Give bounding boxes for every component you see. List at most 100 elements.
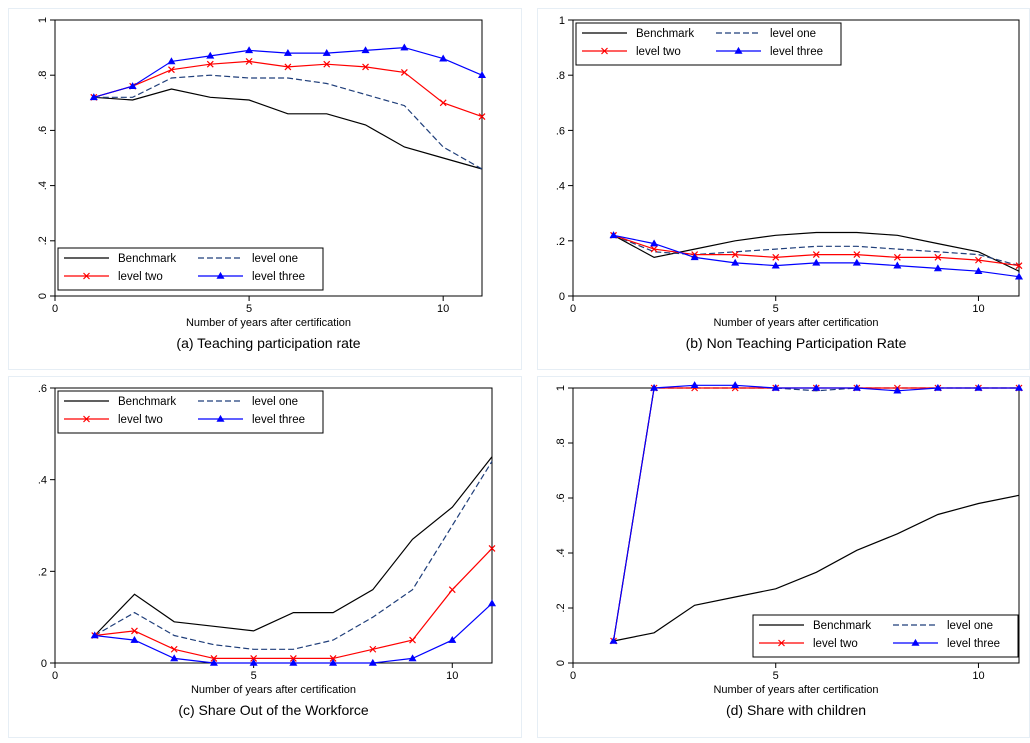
- x-tick-label: 5: [251, 670, 257, 682]
- data-point-level-two: [448, 586, 456, 594]
- x-axis-label: Number of years after certification: [713, 684, 878, 696]
- series-line-benchmark: [94, 456, 493, 636]
- x-tick-label: 10: [446, 670, 458, 682]
- chart-svg: 0 .2 .4 .6 0 5 10 Number of years after certifi…: [8, 376, 522, 738]
- data-point-level-three: [322, 49, 331, 56]
- data-point-level-three: [368, 658, 377, 666]
- x-tick-label: 0: [52, 670, 58, 682]
- y-tick-label: .4: [38, 475, 47, 487]
- x-tick-label: 10: [437, 303, 449, 315]
- data-point-level-three: [812, 258, 821, 266]
- data-point-level-two: [853, 251, 861, 259]
- x-tick-label: 0: [570, 670, 576, 682]
- x-tick-label: 5: [246, 303, 252, 315]
- panel-background: [8, 376, 522, 738]
- data-point-level-two: [83, 272, 90, 280]
- legend: Benchmark level one level two level three: [752, 614, 1019, 658]
- data-point-level-three: [609, 636, 618, 644]
- data-point-level-three: [329, 658, 338, 666]
- series-line-benchmark: [93, 88, 483, 170]
- chart-panel-a: 0.2.4.6.8 1 0 5 10 Number of years after cert…: [8, 8, 522, 370]
- data-point-level-three: [690, 381, 699, 389]
- y-tick-label: .2: [38, 566, 47, 578]
- legend-label-benchmark: Benchmark: [813, 620, 871, 632]
- legend-label-benchmark: Benchmark: [118, 253, 176, 265]
- legend-label-benchmark: Benchmark: [118, 396, 176, 408]
- legend-box: [57, 247, 324, 291]
- legend-label-level-three: level three: [252, 414, 305, 426]
- series-benchmark: [94, 456, 493, 636]
- data-point-level-three: [731, 381, 740, 389]
- legend-label-level-three: level three: [770, 46, 823, 58]
- x-tick-label: 0: [52, 303, 58, 315]
- plot-frame: [54, 19, 483, 297]
- series-benchmark: [613, 231, 1020, 272]
- data-point-level-two: [934, 253, 942, 261]
- series-line-level-one: [94, 460, 493, 650]
- data-point-level-two: [362, 63, 369, 71]
- data-point-level-three: [893, 386, 902, 394]
- y-tick-label: .8: [37, 71, 49, 80]
- data-point-level-two: [131, 627, 138, 635]
- x-axis-label: Number of years after certification: [191, 684, 356, 696]
- legend-label-level-one: level one: [252, 396, 298, 408]
- chart-title: (c) Share Out of the Workforce: [178, 702, 369, 718]
- data-point-level-two: [439, 99, 447, 107]
- series-line-benchmark: [613, 494, 1020, 642]
- legend-label-level-one: level one: [770, 28, 816, 40]
- data-point-level-three: [209, 658, 218, 666]
- x-axis-label: Number of years after certification: [713, 317, 878, 329]
- series-level-one: [94, 460, 493, 650]
- legend-box: [575, 22, 842, 66]
- data-point-level-three: [734, 46, 743, 54]
- data-point-level-three: [650, 239, 659, 247]
- data-point-level-two: [772, 253, 780, 261]
- data-point-level-two: [1015, 262, 1023, 270]
- legend-label-level-one: level one: [947, 620, 993, 632]
- y-tick-label: .2: [556, 236, 565, 248]
- legend: Benchmark level one level two level three: [57, 390, 324, 434]
- data-point-level-three: [283, 49, 292, 56]
- data-point-level-two: [812, 251, 820, 259]
- data-point-level-three: [852, 383, 861, 391]
- x-tick-label: 10: [972, 670, 984, 682]
- data-point-level-three: [1014, 272, 1024, 280]
- data-point-level-three: [650, 383, 659, 391]
- data-point-level-three: [170, 654, 179, 662]
- series-level-two: [91, 544, 496, 662]
- y-tick-label: 0: [559, 291, 565, 303]
- data-point-level-two: [650, 245, 658, 253]
- data-point-level-three: [206, 51, 215, 59]
- legend: Benchmark level one level two level three: [57, 247, 324, 291]
- data-point-level-three: [933, 383, 942, 391]
- plot-frame: [572, 19, 1020, 297]
- data-point-level-three: [893, 261, 902, 269]
- data-point-level-three: [812, 383, 821, 391]
- data-point-level-three: [974, 383, 983, 391]
- y-tick-label: 1: [559, 15, 565, 27]
- data-point-level-three: [361, 46, 370, 54]
- chart-panel-d: 0.2.4.6.8 1 0 5 10 Number of years after cert…: [537, 376, 1030, 738]
- legend-label-level-two: level two: [636, 46, 681, 58]
- data-point-level-three: [400, 43, 409, 51]
- data-point-level-two: [400, 69, 408, 76]
- x-axis-label: Number of years after certification: [186, 317, 351, 329]
- legend: Benchmark level one level two level three: [575, 22, 842, 66]
- data-point-level-two: [488, 544, 496, 552]
- data-point-level-two: [731, 251, 739, 259]
- data-point-level-three: [609, 231, 618, 239]
- data-point-level-two: [250, 654, 258, 662]
- legend-box: [752, 614, 1019, 658]
- data-point-level-two: [210, 654, 218, 662]
- data-point-level-three: [487, 599, 497, 607]
- series-line-benchmark: [613, 231, 1020, 272]
- data-point-level-three: [289, 658, 298, 666]
- data-point-level-three: [167, 57, 176, 65]
- y-tick-label: .8: [555, 438, 567, 447]
- data-point-level-two: [778, 639, 785, 647]
- data-point-level-two: [170, 645, 178, 653]
- y-tick-label: 1: [555, 385, 567, 391]
- legend-label-level-one: level one: [252, 253, 298, 265]
- data-point-level-three: [245, 46, 254, 54]
